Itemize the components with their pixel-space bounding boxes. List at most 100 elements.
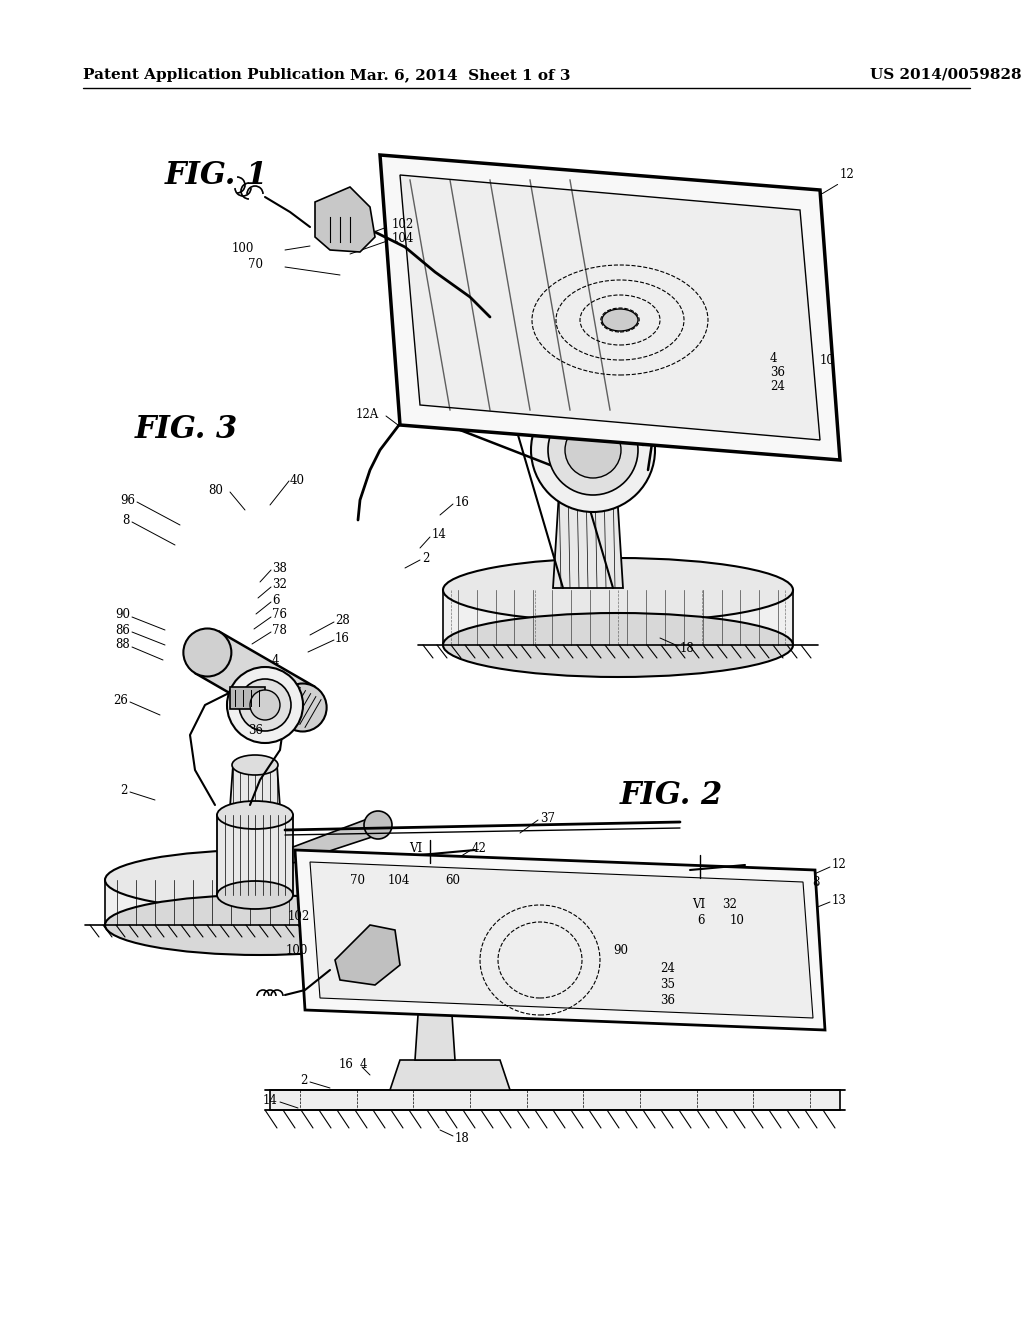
Polygon shape <box>217 814 293 895</box>
Polygon shape <box>270 1090 840 1110</box>
Text: Patent Application Publication: Patent Application Publication <box>83 69 345 82</box>
Polygon shape <box>390 1060 510 1090</box>
Text: 36: 36 <box>248 723 263 737</box>
Text: 78: 78 <box>272 623 287 636</box>
Ellipse shape <box>239 678 291 731</box>
Text: 10: 10 <box>820 354 835 367</box>
Text: 90: 90 <box>115 609 130 622</box>
Ellipse shape <box>217 880 293 909</box>
Ellipse shape <box>559 446 617 474</box>
Text: 16: 16 <box>335 631 350 644</box>
Text: 6: 6 <box>697 913 705 927</box>
Text: 76: 76 <box>272 609 287 622</box>
Text: FIG. 2: FIG. 2 <box>620 780 723 810</box>
Text: 26: 26 <box>113 693 128 706</box>
Text: 80: 80 <box>208 483 223 496</box>
Text: 24: 24 <box>660 961 675 974</box>
Ellipse shape <box>400 906 510 1015</box>
Text: 36: 36 <box>660 994 675 1006</box>
Text: FIG. 3: FIG. 3 <box>135 414 239 446</box>
Text: 96: 96 <box>120 494 135 507</box>
Text: 102: 102 <box>288 909 310 923</box>
Text: 14: 14 <box>263 1093 278 1106</box>
Text: 28: 28 <box>335 614 350 627</box>
Text: 42: 42 <box>472 842 486 854</box>
Polygon shape <box>335 925 400 985</box>
Text: 100: 100 <box>232 242 254 255</box>
Polygon shape <box>310 862 813 1018</box>
Ellipse shape <box>430 935 480 985</box>
Text: 18: 18 <box>680 642 694 655</box>
Ellipse shape <box>531 388 655 512</box>
Polygon shape <box>380 154 840 459</box>
Text: 88: 88 <box>116 639 130 652</box>
Text: 2: 2 <box>422 552 429 565</box>
Ellipse shape <box>232 755 278 775</box>
Text: 4: 4 <box>360 1059 368 1072</box>
Text: US 2014/0059828 A1: US 2014/0059828 A1 <box>870 69 1024 82</box>
Polygon shape <box>400 176 820 440</box>
Text: 100: 100 <box>286 944 308 957</box>
Text: 2: 2 <box>121 784 128 796</box>
Text: Mar. 6, 2014  Sheet 1 of 3: Mar. 6, 2014 Sheet 1 of 3 <box>350 69 570 82</box>
Ellipse shape <box>415 920 495 1001</box>
Text: 102: 102 <box>392 218 415 231</box>
Ellipse shape <box>250 690 280 719</box>
Ellipse shape <box>602 309 638 331</box>
Text: 32: 32 <box>272 578 287 591</box>
Text: FIG. 1: FIG. 1 <box>165 160 268 190</box>
Text: 14: 14 <box>432 528 446 541</box>
Text: 12: 12 <box>840 169 855 181</box>
Polygon shape <box>295 850 825 1030</box>
Text: 40: 40 <box>290 474 305 487</box>
Text: 32: 32 <box>722 899 737 912</box>
Text: 6: 6 <box>272 594 280 606</box>
Text: VI: VI <box>409 842 422 854</box>
Polygon shape <box>293 814 378 863</box>
Text: 2: 2 <box>301 1073 308 1086</box>
Text: 8: 8 <box>123 513 130 527</box>
Ellipse shape <box>565 422 621 478</box>
Text: VI: VI <box>692 899 705 912</box>
Text: 36: 36 <box>770 366 785 379</box>
Text: 4: 4 <box>770 351 777 364</box>
Ellipse shape <box>217 801 293 829</box>
Text: 104: 104 <box>392 231 415 244</box>
Ellipse shape <box>105 850 415 909</box>
Text: 24: 24 <box>770 380 784 392</box>
Text: 10: 10 <box>730 913 744 927</box>
Text: 70: 70 <box>350 874 365 887</box>
Text: 60: 60 <box>445 874 460 887</box>
Polygon shape <box>443 590 793 645</box>
Text: 70: 70 <box>248 259 263 272</box>
Polygon shape <box>196 632 314 729</box>
Polygon shape <box>315 187 375 252</box>
Polygon shape <box>415 940 455 1060</box>
Text: 86: 86 <box>115 623 130 636</box>
Text: 90: 90 <box>613 944 628 957</box>
Polygon shape <box>105 880 415 925</box>
Ellipse shape <box>183 628 231 676</box>
Text: 8: 8 <box>813 875 820 888</box>
Text: 35: 35 <box>660 978 675 990</box>
Ellipse shape <box>443 558 793 622</box>
Text: 13: 13 <box>831 894 847 907</box>
Ellipse shape <box>105 895 415 954</box>
Ellipse shape <box>364 810 392 840</box>
Text: 16: 16 <box>455 495 470 508</box>
Ellipse shape <box>548 405 638 495</box>
Ellipse shape <box>227 667 303 743</box>
Text: 38: 38 <box>272 561 287 574</box>
Text: 4: 4 <box>272 653 280 667</box>
Text: 104: 104 <box>388 874 411 887</box>
Ellipse shape <box>279 684 327 731</box>
Text: 18: 18 <box>455 1131 470 1144</box>
Polygon shape <box>225 766 285 878</box>
Text: 12: 12 <box>831 858 847 871</box>
Text: 12A: 12A <box>356 408 379 421</box>
Polygon shape <box>230 686 265 709</box>
Ellipse shape <box>443 612 793 677</box>
Text: 37: 37 <box>540 812 555 825</box>
Polygon shape <box>553 459 623 587</box>
Text: 16: 16 <box>338 1059 353 1072</box>
